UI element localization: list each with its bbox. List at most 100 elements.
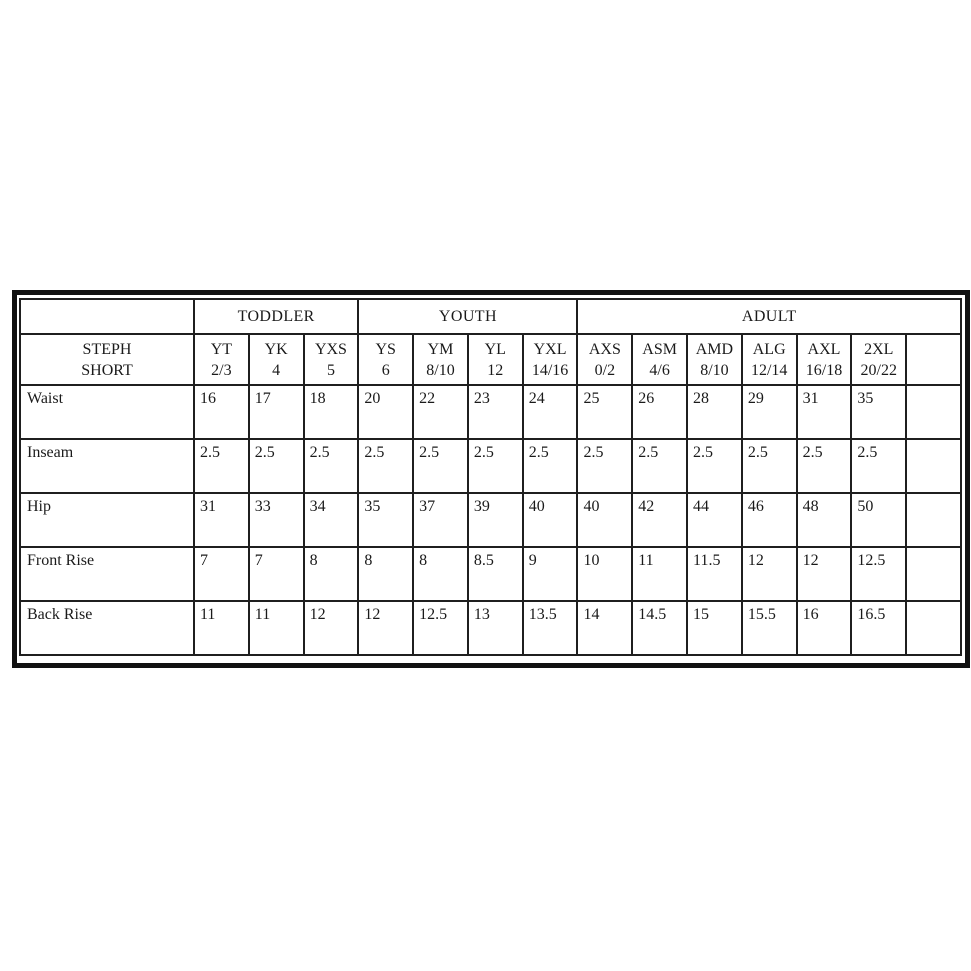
row-label-inseam: Inseam xyxy=(19,438,195,494)
measurement-cell: 25 xyxy=(576,384,634,440)
size-code: YXS xyxy=(314,340,347,358)
size-code: YL xyxy=(484,340,506,358)
size-header-row: STEPH SHORT YT 2/3 YK 4 YXS 5 xyxy=(19,333,962,386)
size-code: YT xyxy=(210,340,233,358)
measurement-cell: 2.5 xyxy=(686,438,743,494)
row-hip: Hip 31 33 34 35 37 39 40 40 42 44 46 48 … xyxy=(19,492,962,548)
size-code: YS xyxy=(375,340,396,358)
size-header-axl: AXL 16/18 xyxy=(795,333,853,386)
measurement-cell: 35 xyxy=(357,492,415,548)
size-code: ASM xyxy=(642,340,677,358)
row-inseam: Inseam 2.5 2.5 2.5 2.5 2.5 2.5 2.5 2.5 2… xyxy=(19,438,962,494)
measurement-cell: 7 xyxy=(193,546,250,602)
group-header-toddler: TODDLER xyxy=(192,298,360,335)
size-chart-table: TODDLER YOUTH ADULT STEPH SHORT YT 2/3 Y… xyxy=(19,298,962,656)
measurement-cell: 9 xyxy=(521,546,579,602)
size-range: 8/10 xyxy=(426,361,455,379)
measurement-cell: 23 xyxy=(466,384,524,440)
measurement-cell: 31 xyxy=(193,492,250,548)
measurement-cell xyxy=(905,546,962,602)
size-header-yxs: YXS 5 xyxy=(302,333,360,386)
measurement-cell xyxy=(905,600,962,656)
size-range: 2/3 xyxy=(211,361,232,379)
size-header-yt: YT 2/3 xyxy=(193,333,250,386)
size-range: 20/22 xyxy=(860,361,897,379)
size-range: 12 xyxy=(487,361,504,379)
size-header-amd: AMD 8/10 xyxy=(686,333,743,386)
measurement-cell: 13 xyxy=(466,600,524,656)
measurement-cell: 34 xyxy=(302,492,360,548)
product-name-line1: STEPH xyxy=(82,340,132,358)
measurement-cell: 50 xyxy=(850,492,908,548)
measurement-cell: 16 xyxy=(795,600,853,656)
measurement-cell: 16 xyxy=(193,384,250,440)
size-header-ym: YM 8/10 xyxy=(412,333,469,386)
measurement-cell xyxy=(905,492,962,548)
size-header-alg: ALG 12/14 xyxy=(740,333,798,386)
measurement-cell: 44 xyxy=(686,492,743,548)
measurement-cell: 2.5 xyxy=(302,438,360,494)
measurement-cell: 11.5 xyxy=(686,546,743,602)
measurement-cell: 2.5 xyxy=(466,438,524,494)
size-header-yk: YK 4 xyxy=(247,333,305,386)
measurement-cell: 37 xyxy=(412,492,469,548)
measurement-cell: 12.5 xyxy=(850,546,908,602)
measurement-cell: 14.5 xyxy=(631,600,689,656)
size-range: 12/14 xyxy=(750,361,788,379)
size-header-2xl: 2XL 20/22 xyxy=(850,333,908,386)
group-header-row: TODDLER YOUTH ADULT xyxy=(19,298,962,335)
row-label-back-rise: Back Rise xyxy=(19,600,195,656)
measurement-cell: 11 xyxy=(247,600,305,656)
size-header-yxl: YXL 14/16 xyxy=(521,333,579,386)
measurement-cell: 8 xyxy=(412,546,469,602)
measurement-cell: 48 xyxy=(795,492,853,548)
measurement-cell xyxy=(905,384,962,440)
row-label-front-rise: Front Rise xyxy=(19,546,195,602)
measurement-cell: 2.5 xyxy=(740,438,798,494)
measurement-cell: 40 xyxy=(521,492,579,548)
measurement-cell: 2.5 xyxy=(247,438,305,494)
measurement-cell: 12 xyxy=(357,600,415,656)
measurement-cell: 8 xyxy=(357,546,415,602)
measurement-cell: 39 xyxy=(466,492,524,548)
size-header-axs: AXS 0/2 xyxy=(576,333,634,386)
measurement-cell: 29 xyxy=(740,384,798,440)
measurement-cell: 15.5 xyxy=(740,600,798,656)
row-label-hip: Hip xyxy=(19,492,195,548)
row-back-rise: Back Rise 11 11 12 12 12.5 13 13.5 14 14… xyxy=(19,600,962,656)
group-header-youth: YOUTH xyxy=(357,298,579,335)
size-code: YK xyxy=(264,340,288,358)
measurement-cell: 33 xyxy=(247,492,305,548)
measurement-cell: 12 xyxy=(795,546,853,602)
measurement-cell: 35 xyxy=(850,384,908,440)
measurement-cell: 12 xyxy=(302,600,360,656)
measurement-cell: 11 xyxy=(631,546,689,602)
measurement-cell: 16.5 xyxy=(850,600,908,656)
size-code: AXL xyxy=(807,340,841,358)
group-header-adult: ADULT xyxy=(576,298,962,335)
measurement-cell: 46 xyxy=(740,492,798,548)
measurement-cell: 12.5 xyxy=(412,600,469,656)
measurement-cell: 17 xyxy=(247,384,305,440)
measurement-cell: 2.5 xyxy=(193,438,250,494)
measurement-cell: 40 xyxy=(576,492,634,548)
measurement-cell: 2.5 xyxy=(357,438,415,494)
product-name-line2: SHORT xyxy=(81,361,133,379)
measurement-cell: 2.5 xyxy=(412,438,469,494)
size-range: 14/16 xyxy=(531,361,569,379)
row-waist: Waist 16 17 18 20 22 23 24 25 26 28 29 3… xyxy=(19,384,962,440)
measurement-cell xyxy=(905,438,962,494)
row-front-rise: Front Rise 7 7 8 8 8 8.5 9 10 11 11.5 12… xyxy=(19,546,962,602)
product-name-cell: STEPH SHORT xyxy=(19,333,195,386)
row-label-waist: Waist xyxy=(19,384,195,440)
measurement-cell: 24 xyxy=(521,384,579,440)
size-range: 4 xyxy=(272,361,281,379)
measurement-cell: 11 xyxy=(193,600,250,656)
measurement-cell: 18 xyxy=(302,384,360,440)
measurement-cell: 2.5 xyxy=(850,438,908,494)
measurement-cell: 42 xyxy=(631,492,689,548)
size-header-asm: ASM 4/6 xyxy=(631,333,689,386)
size-range: 4/6 xyxy=(649,361,670,379)
corner-cell xyxy=(19,298,195,335)
size-range: 5 xyxy=(326,361,335,379)
